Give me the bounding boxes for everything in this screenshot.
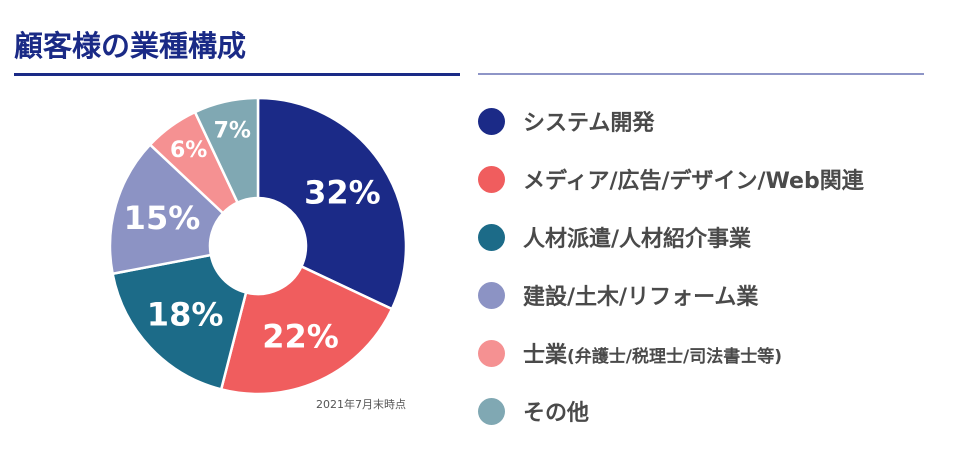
legend-dot-icon	[478, 165, 505, 193]
legend-dot-icon	[478, 281, 505, 309]
legend-dot-icon	[478, 107, 505, 135]
chart-date-note: 2021年7月末時点	[316, 398, 406, 411]
legend-label: 人材派遣/人材紹介事業	[523, 227, 752, 252]
donut-slice	[256, 96, 408, 311]
legend-item-construction: 建設/土木/リフォーム業	[478, 266, 864, 324]
legend-item-system-dev: システム開発	[478, 92, 864, 150]
page-title: 顧客様の業種構成	[14, 29, 247, 63]
legend-label: メディア/広告/デザイン/Web関連	[523, 169, 864, 194]
chart-legend: システム開発 メディア/広告/デザイン/Web関連 人材派遣/人材紹介事業 建設…	[478, 92, 864, 440]
donut-chart: 32% 22% 18% 15% 6% 7%	[108, 96, 408, 396]
donut-slice	[108, 142, 225, 276]
slice-percent-label: 7%	[214, 118, 251, 143]
donut-slice	[219, 264, 394, 396]
legend-item-other: その他	[478, 382, 864, 440]
slice-percent-label: 15%	[124, 199, 201, 237]
legend-divider	[478, 73, 924, 75]
legend-item-staffing: 人材派遣/人材紹介事業	[478, 208, 864, 266]
legend-label: システム開発	[523, 111, 655, 136]
slice-percent-label: 22%	[262, 317, 339, 355]
legend-label: 士業(弁護士/税理士/司法書士等)	[523, 337, 782, 369]
title-underline	[14, 73, 460, 76]
slice-percent-label: 18%	[147, 295, 224, 333]
legend-label: その他	[523, 401, 590, 426]
donut-slice	[111, 253, 248, 391]
legend-dot-icon	[478, 223, 505, 251]
slice-percent-label: 32%	[304, 173, 381, 211]
legend-label-main: 士業	[523, 343, 568, 368]
legend-dot-icon	[478, 339, 505, 367]
donut-chart-svg: 32% 22% 18% 15% 6% 7%	[108, 96, 408, 396]
slice-percent-label: 6%	[170, 138, 207, 163]
legend-item-media: メディア/広告/デザイン/Web関連	[478, 150, 864, 208]
legend-label: 建設/土木/リフォーム業	[523, 285, 759, 310]
legend-dot-icon	[478, 397, 505, 425]
legend-label-sub: (弁護士/税理士/司法書士等)	[567, 347, 782, 367]
donut-slice	[193, 96, 260, 205]
legend-item-professional: 士業(弁護士/税理士/司法書士等)	[478, 324, 864, 382]
